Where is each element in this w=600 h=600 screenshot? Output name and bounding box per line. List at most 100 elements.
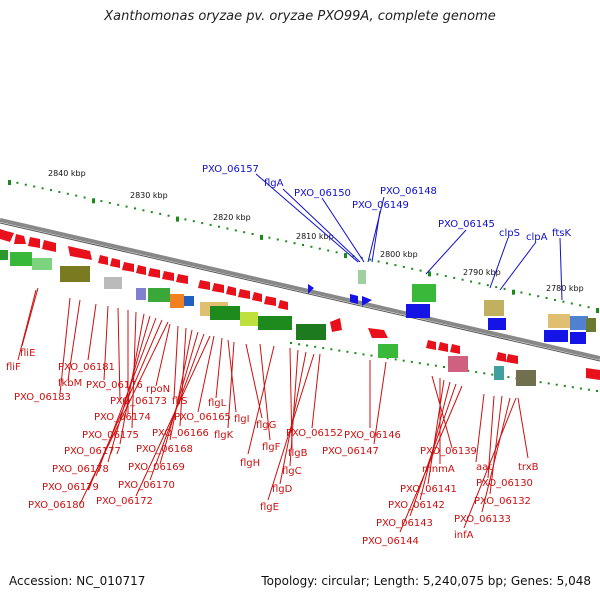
gene-arrow[interactable]: [14, 234, 26, 244]
gene-arrow[interactable]: [586, 368, 600, 380]
gene-block[interactable]: [570, 316, 588, 330]
gene-block[interactable]: [494, 366, 504, 380]
gene-label[interactable]: flgF: [262, 442, 281, 453]
gene-label[interactable]: flgD: [272, 484, 293, 495]
gene-label[interactable]: PXO_06168: [136, 444, 193, 455]
gene-label[interactable]: PXO_06170: [118, 480, 175, 491]
gene-label[interactable]: trxB: [518, 462, 539, 473]
gene-block[interactable]: [104, 277, 122, 289]
gene-label[interactable]: PXO_06144: [362, 536, 419, 547]
gene-arrow[interactable]: [28, 237, 40, 248]
gene-label[interactable]: PXO_06169: [128, 462, 185, 473]
gene-label[interactable]: clpS: [499, 228, 520, 239]
gene-block[interactable]: [184, 296, 194, 306]
gene-arrow[interactable]: [212, 283, 224, 293]
gene-block[interactable]: [488, 318, 506, 330]
gene-label[interactable]: rpoN: [146, 384, 170, 395]
gene-arrow[interactable]: [330, 318, 342, 332]
gene-block[interactable]: [148, 288, 170, 302]
gene-label[interactable]: flgL: [208, 398, 227, 409]
gene-arrow[interactable]: [226, 286, 236, 296]
gene-block[interactable]: [548, 314, 570, 328]
gene-label[interactable]: PXO_06152: [286, 428, 343, 439]
gene-arrow[interactable]: [110, 258, 120, 268]
gene-label[interactable]: flgA: [264, 178, 284, 189]
gene-label[interactable]: flgB: [288, 448, 308, 459]
gene-label[interactable]: flgC: [282, 466, 302, 477]
gene-arrow[interactable]: [148, 268, 160, 278]
gene-label[interactable]: PXO_06149: [352, 200, 409, 211]
gene-block[interactable]: [136, 288, 146, 300]
gene-block[interactable]: [210, 306, 240, 320]
gene-arrow[interactable]: [98, 255, 108, 265]
gene-label[interactable]: PXO_06172: [96, 496, 153, 507]
gene-label[interactable]: flgH: [240, 458, 260, 469]
gene-arrow[interactable]: [264, 296, 276, 306]
gene-label[interactable]: infA: [454, 530, 474, 541]
gene-label[interactable]: PXO_06148: [380, 186, 437, 197]
gene-block[interactable]: [358, 270, 366, 284]
gene-arrow[interactable]: [122, 262, 134, 272]
gene-label[interactable]: PXO_06177: [64, 446, 121, 457]
gene-label[interactable]: PXO_06183: [14, 392, 71, 403]
gene-label[interactable]: flgI: [234, 414, 250, 425]
gene-arrow[interactable]: [438, 342, 448, 352]
gene-arrow[interactable]: [350, 294, 358, 304]
gene-block[interactable]: [10, 252, 32, 266]
gene-label[interactable]: fliE: [20, 348, 35, 359]
gene-arrow[interactable]: [450, 344, 460, 354]
gene-label[interactable]: PXO_06166: [152, 428, 209, 439]
gene-label[interactable]: PXO_06174: [94, 412, 151, 423]
gene-label[interactable]: PXO_06141: [400, 484, 457, 495]
gene-arrow[interactable]: [42, 240, 56, 252]
gene-block[interactable]: [448, 356, 468, 372]
gene-block[interactable]: [544, 330, 568, 342]
gene-block[interactable]: [170, 294, 184, 308]
gene-label[interactable]: clpA: [526, 232, 548, 243]
gene-label[interactable]: PXO_06178: [52, 464, 109, 475]
gene-block[interactable]: [412, 284, 436, 302]
gene-label[interactable]: PXO_06179: [42, 482, 99, 493]
gene-block[interactable]: [240, 312, 258, 326]
gene-arrow[interactable]: [496, 352, 506, 362]
gene-arrow[interactable]: [368, 328, 388, 338]
gene-block[interactable]: [32, 258, 52, 270]
gene-block[interactable]: [258, 316, 292, 330]
gene-label[interactable]: PXO_06132: [474, 496, 531, 507]
gene-label[interactable]: PXO_06130: [476, 478, 533, 489]
gene-arrow[interactable]: [252, 292, 262, 302]
gene-label[interactable]: flgK: [214, 430, 234, 441]
gene-label[interactable]: ftsK: [552, 228, 571, 239]
gene-arrow[interactable]: [0, 229, 14, 242]
gene-block[interactable]: [570, 332, 586, 344]
gene-block[interactable]: [484, 300, 504, 316]
gene-label[interactable]: PXO_06175: [82, 430, 139, 441]
gene-block[interactable]: [586, 318, 596, 332]
gene-arrow[interactable]: [238, 289, 250, 299]
gene-label[interactable]: PXO_06142: [388, 500, 445, 511]
gene-block[interactable]: [406, 304, 430, 318]
gene-arrow[interactable]: [136, 265, 146, 275]
gene-arrow[interactable]: [506, 354, 518, 364]
gene-label[interactable]: PXO_06180: [28, 500, 85, 511]
gene-label[interactable]: PXO_06181: [58, 362, 115, 373]
gene-label[interactable]: fliF: [6, 362, 21, 373]
gene-label[interactable]: PXO_06176: [86, 380, 143, 391]
gene-label[interactable]: mnmA: [422, 464, 455, 475]
gene-arrow[interactable]: [362, 296, 372, 306]
gene-block[interactable]: [0, 250, 8, 260]
gene-block[interactable]: [516, 370, 536, 386]
gene-arrow[interactable]: [308, 284, 314, 294]
gene-label[interactable]: flgE: [260, 502, 279, 513]
gene-block[interactable]: [296, 324, 326, 340]
gene-label[interactable]: PXO_06145: [438, 219, 495, 230]
gene-label[interactable]: fkbM: [58, 378, 82, 389]
gene-arrow[interactable]: [198, 280, 210, 290]
gene-label[interactable]: aat: [476, 462, 492, 473]
gene-label[interactable]: fliS: [172, 396, 187, 407]
gene-label[interactable]: PXO_06150: [294, 188, 351, 199]
gene-label[interactable]: PXO_06133: [454, 514, 511, 525]
gene-label[interactable]: PXO_06146: [344, 430, 401, 441]
gene-arrow[interactable]: [426, 340, 436, 350]
gene-arrow[interactable]: [278, 300, 288, 310]
